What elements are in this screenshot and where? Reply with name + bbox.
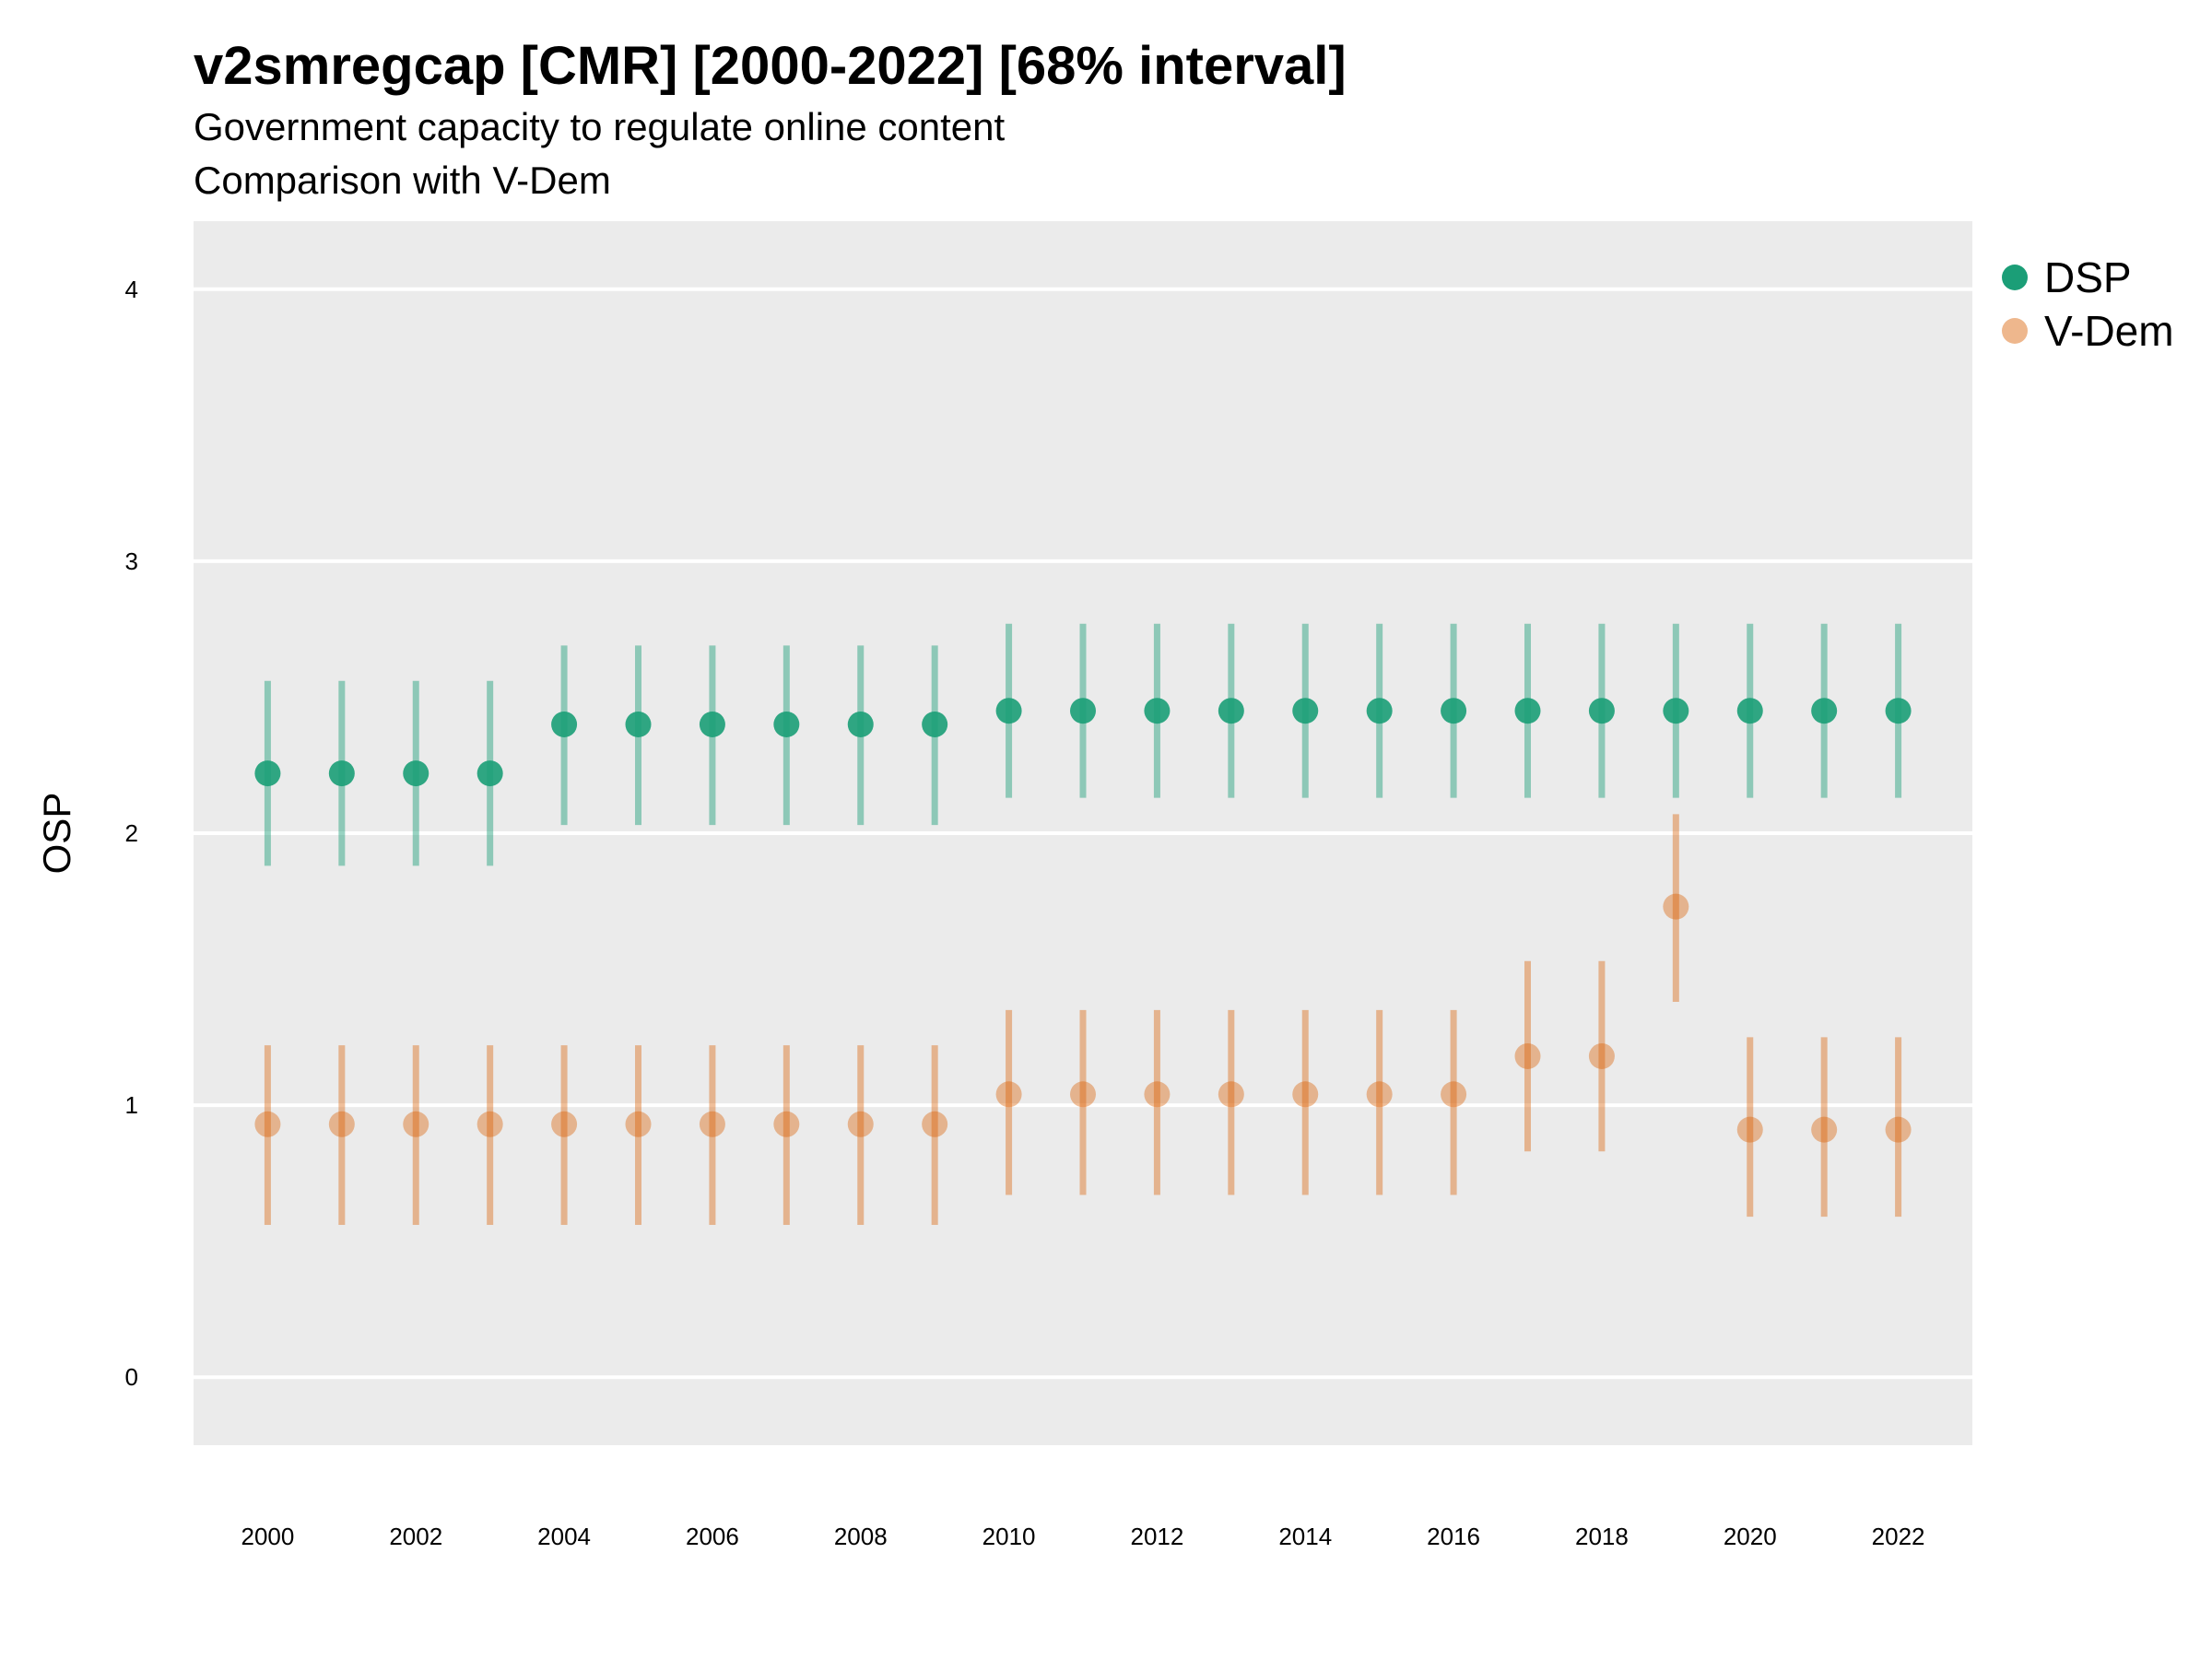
x-tick-label-2020: 2020	[1724, 1523, 1777, 1550]
chart-subtitle-comparison: Comparison with V-Dem	[194, 159, 611, 202]
point-vdem-2022	[1885, 1116, 1912, 1143]
y-tick-label-4: 4	[125, 276, 138, 303]
legend-item-vdem: V-Dem	[2002, 304, 2174, 358]
point-dsp-2020	[1736, 698, 1763, 724]
x-tick-label-2008: 2008	[834, 1523, 888, 1550]
legend-dot-dsp	[2002, 265, 2028, 290]
point-dsp-2001	[328, 760, 355, 787]
point-vdem-2020	[1736, 1116, 1763, 1143]
y-tick-label-1: 1	[125, 1091, 138, 1119]
point-vdem-2004	[551, 1111, 578, 1137]
point-dsp-2014	[1292, 698, 1319, 724]
point-vdem-2007	[773, 1111, 800, 1137]
point-vdem-2012	[1144, 1081, 1171, 1108]
point-vdem-2011	[1070, 1081, 1096, 1108]
x-tick-label-2022: 2022	[1872, 1523, 1925, 1550]
legend-item-dsp: DSP	[2002, 251, 2174, 304]
point-vdem-2008	[847, 1111, 874, 1137]
point-vdem-2005	[625, 1111, 652, 1137]
point-vdem-2006	[699, 1111, 725, 1137]
point-dsp-2015	[1366, 698, 1393, 724]
point-dsp-2004	[551, 711, 578, 737]
chart-title: v2smregcap [CMR] [2000-2022] [68% interv…	[194, 36, 1347, 96]
legend-dot-vdem	[2002, 318, 2028, 344]
point-dsp-2012	[1144, 698, 1171, 724]
point-dsp-2021	[1811, 698, 1838, 724]
point-vdem-2015	[1366, 1081, 1393, 1108]
point-vdem-2021	[1811, 1116, 1838, 1143]
point-dsp-2003	[477, 760, 503, 787]
x-tick-label-2010: 2010	[982, 1523, 1036, 1550]
x-tick-label-2004: 2004	[537, 1523, 591, 1550]
point-dsp-2018	[1588, 698, 1615, 724]
legend-label-vdem: V-Dem	[2044, 307, 2174, 355]
point-dsp-2005	[625, 711, 652, 737]
point-vdem-2010	[995, 1081, 1022, 1108]
point-vdem-2001	[328, 1111, 355, 1137]
point-dsp-2013	[1218, 698, 1244, 724]
y-tick-label-3: 3	[125, 547, 138, 575]
y-tick-label-2: 2	[125, 819, 138, 847]
x-tick-label-2002: 2002	[389, 1523, 442, 1550]
legend: DSP V-Dem	[2002, 251, 2174, 358]
point-vdem-2017	[1514, 1042, 1541, 1069]
point-vdem-2014	[1292, 1081, 1319, 1108]
point-vdem-2013	[1218, 1081, 1244, 1108]
point-dsp-2010	[995, 698, 1022, 724]
point-dsp-2016	[1441, 698, 1467, 724]
x-tick-label-2012: 2012	[1130, 1523, 1183, 1550]
legend-label-dsp: DSP	[2044, 253, 2132, 301]
point-dsp-2017	[1514, 698, 1541, 724]
x-tick-label-2018: 2018	[1575, 1523, 1629, 1550]
point-dsp-2022	[1885, 698, 1912, 724]
point-dsp-2008	[847, 711, 874, 737]
point-vdem-2000	[254, 1111, 281, 1137]
point-dsp-2009	[922, 711, 948, 737]
point-dsp-2000	[254, 760, 281, 787]
x-tick-label-2014: 2014	[1278, 1523, 1332, 1550]
point-vdem-2002	[403, 1111, 429, 1137]
point-dsp-2011	[1070, 698, 1096, 724]
x-tick-label-2000: 2000	[241, 1523, 294, 1550]
point-vdem-2018	[1588, 1042, 1615, 1069]
y-axis-label: OSP	[35, 793, 78, 875]
point-dsp-2006	[699, 711, 725, 737]
x-tick-label-2006: 2006	[686, 1523, 739, 1550]
point-vdem-2016	[1441, 1081, 1467, 1108]
y-tick-label-0: 0	[125, 1363, 138, 1391]
point-vdem-2003	[477, 1111, 503, 1137]
point-vdem-2009	[922, 1111, 948, 1137]
chart-subtitle: Government capacity to regulate online c…	[194, 105, 1006, 148]
x-tick-label-2016: 2016	[1427, 1523, 1480, 1550]
point-dsp-2019	[1663, 698, 1689, 724]
point-vdem-2019	[1663, 893, 1689, 920]
point-dsp-2002	[403, 760, 429, 787]
point-dsp-2007	[773, 711, 800, 737]
